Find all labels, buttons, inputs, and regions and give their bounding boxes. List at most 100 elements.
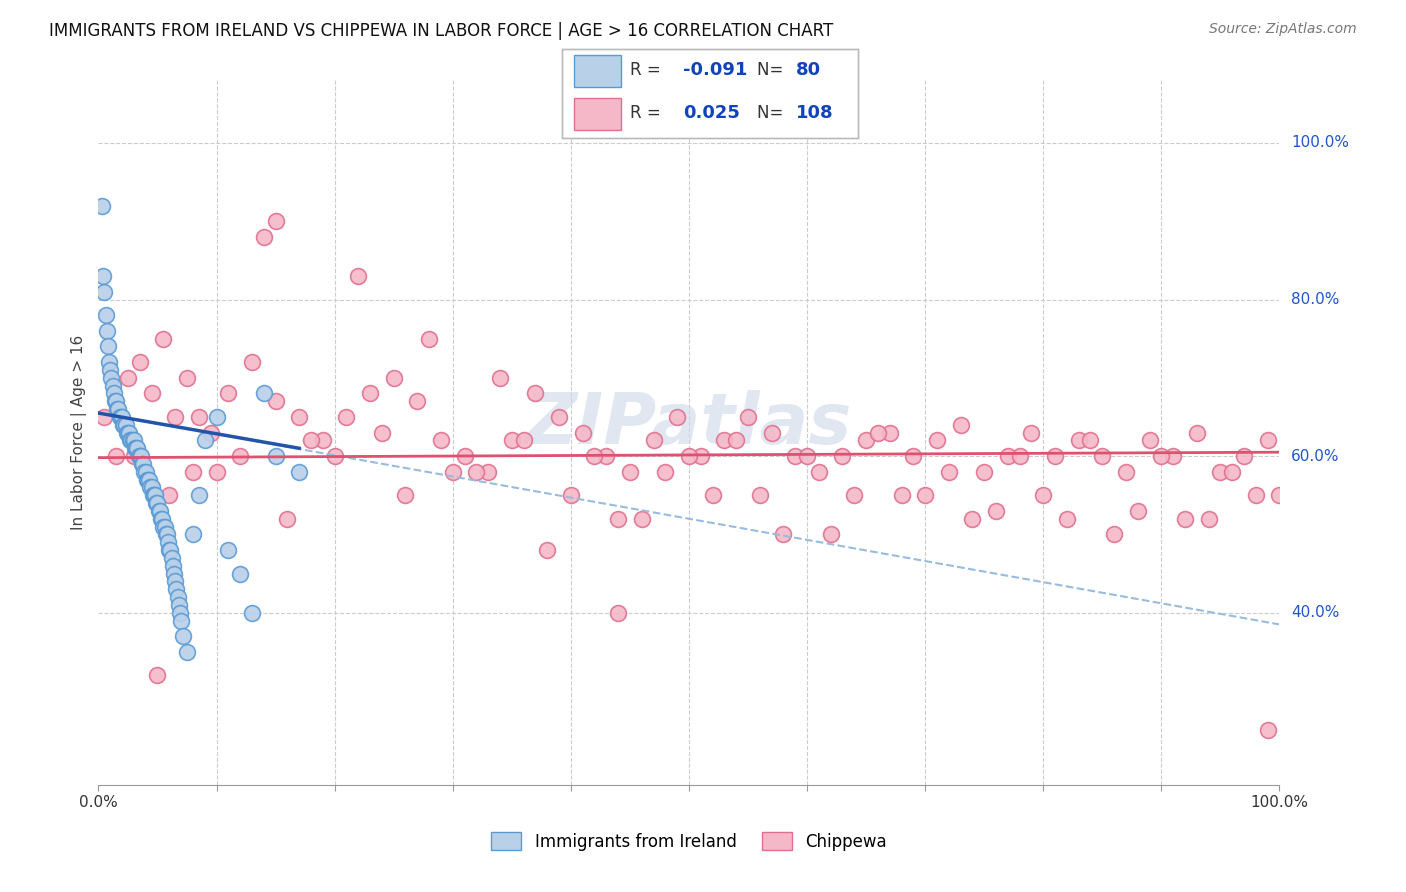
Point [142, 488, 165, 502]
Point [997, 449, 1019, 463]
Point [903, 449, 925, 463]
Point [323, 449, 346, 463]
Point [524, 386, 547, 401]
Point [165, 574, 187, 589]
Point [138, 473, 160, 487]
Point [962, 512, 984, 526]
Point [167, 598, 190, 612]
Point [831, 449, 853, 463]
Text: Source: ZipAtlas.com: Source: ZipAtlas.com [1209, 22, 1357, 37]
Point [1257, 434, 1279, 448]
Point [973, 465, 995, 479]
Point [312, 434, 335, 448]
Point [666, 409, 689, 424]
Point [98, 363, 121, 377]
Point [176, 645, 198, 659]
Text: N=: N= [758, 62, 789, 79]
Point [153, 519, 176, 533]
Point [217, 386, 239, 401]
Point [163, 566, 186, 581]
Point [678, 449, 700, 463]
Point [110, 409, 132, 424]
Text: 60.0%: 60.0% [1291, 449, 1340, 464]
Point [240, 606, 263, 620]
Point [124, 442, 146, 456]
Point [371, 425, 394, 440]
Text: N=: N= [758, 104, 789, 122]
Point [139, 480, 162, 494]
Text: 108: 108 [796, 104, 834, 122]
Point [560, 488, 582, 502]
Point [157, 488, 180, 502]
Point [125, 442, 148, 456]
Point [264, 449, 287, 463]
Text: 100.0%: 100.0% [1291, 136, 1350, 151]
Point [103, 386, 125, 401]
Point [890, 488, 912, 502]
Point [172, 629, 194, 643]
Point [181, 527, 204, 541]
Point [347, 268, 370, 283]
Point [512, 434, 534, 448]
Point [441, 465, 464, 479]
Point [118, 425, 141, 440]
Point [128, 449, 150, 463]
Point [925, 434, 948, 448]
Point [157, 535, 180, 549]
Point [796, 449, 818, 463]
Point [115, 425, 138, 440]
Point [129, 449, 152, 463]
Point [1198, 512, 1220, 526]
Point [288, 465, 311, 479]
Point [984, 504, 1007, 518]
Point [1185, 425, 1208, 440]
Point [141, 480, 163, 494]
Point [253, 230, 276, 244]
Point [583, 449, 606, 463]
Point [264, 214, 287, 228]
Point [170, 614, 193, 628]
Point [359, 386, 381, 401]
Point [1080, 434, 1102, 448]
Point [146, 496, 169, 510]
Point [128, 449, 150, 463]
Point [1161, 449, 1184, 463]
Point [240, 355, 263, 369]
Point [187, 488, 209, 502]
Point [866, 425, 889, 440]
Text: R =: R = [630, 104, 666, 122]
Point [1209, 465, 1232, 479]
Point [949, 417, 972, 432]
Point [571, 425, 593, 440]
Point [1102, 527, 1125, 541]
Point [914, 488, 936, 502]
Point [93, 409, 115, 424]
Point [855, 434, 877, 448]
Point [643, 434, 665, 448]
Point [748, 488, 770, 502]
Point [394, 488, 416, 502]
Point [1056, 512, 1078, 526]
Text: R =: R = [630, 62, 666, 79]
Point [157, 543, 180, 558]
Point [141, 386, 163, 401]
Point [98, 355, 121, 369]
Point [595, 449, 617, 463]
Point [1233, 449, 1256, 463]
Point [938, 465, 960, 479]
Point [879, 425, 901, 440]
Point [143, 488, 166, 502]
Point [1021, 425, 1043, 440]
Point [1257, 723, 1279, 738]
Point [253, 386, 276, 401]
Point [159, 543, 181, 558]
Point [93, 285, 115, 299]
FancyBboxPatch shape [574, 55, 621, 87]
Point [127, 442, 149, 456]
Point [131, 457, 153, 471]
Point [725, 434, 748, 448]
Point [160, 550, 183, 565]
Point [94, 308, 117, 322]
Point [166, 590, 188, 604]
Point [820, 527, 842, 541]
